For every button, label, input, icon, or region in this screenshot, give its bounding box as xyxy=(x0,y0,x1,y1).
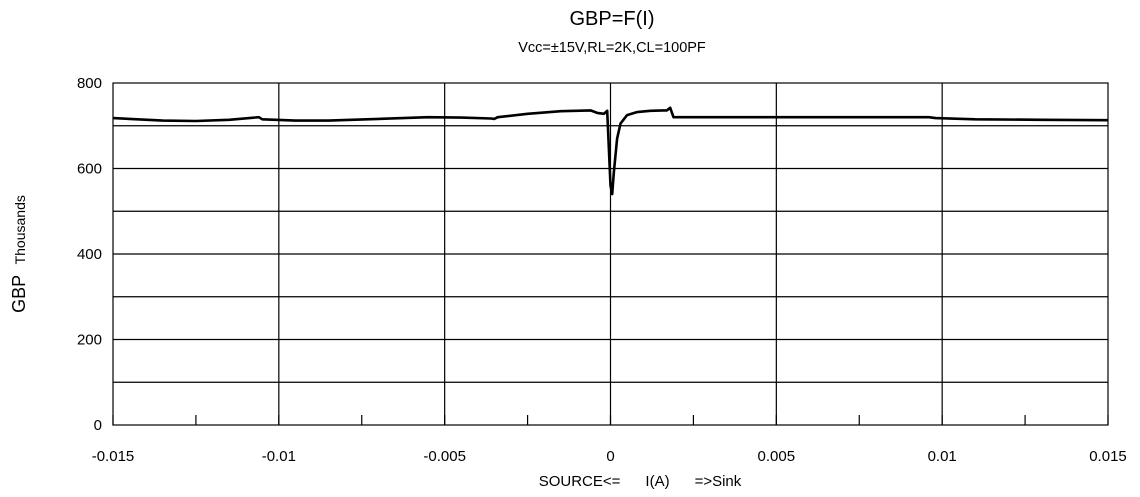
x-tick-label: 0.01 xyxy=(928,448,957,465)
y-tick-label: 400 xyxy=(77,246,102,263)
x-tick-label: 0 xyxy=(606,448,614,465)
x-axis-label: SOURCE<= I(A) =>Sink xyxy=(539,473,742,490)
y-tick-label: 200 xyxy=(77,332,102,349)
y-axis-label-unit: Thousands xyxy=(12,195,28,264)
y-axis-label-main: GBP xyxy=(9,275,29,313)
y-axis-label: GBP Thousands xyxy=(9,195,29,313)
y-tick-label: 600 xyxy=(77,161,102,178)
series-line xyxy=(112,106,1109,196)
grid xyxy=(113,83,1108,425)
svg-text:GBP Thousands: GBP Thousands xyxy=(9,195,29,313)
x-tick-label: -0.01 xyxy=(262,448,296,465)
chart-title: GBP=F(I) xyxy=(569,8,654,30)
x-tick-label: -0.005 xyxy=(423,448,466,465)
x-tick-label: 0.015 xyxy=(1089,448,1127,465)
y-ticks: 0 200 400 600 800 xyxy=(77,75,102,434)
y-tick-label: 800 xyxy=(77,75,102,92)
x-ticks: -0.015 -0.01 -0.005 0 0.005 0.01 0.015 xyxy=(92,415,1127,465)
x-tick-label: 0.005 xyxy=(758,448,796,465)
y-tick-label: 0 xyxy=(94,417,102,434)
chart-subtitle: Vcc=±15V,RL=2K,CL=100PF xyxy=(518,40,706,56)
x-tick-label: -0.015 xyxy=(92,448,135,465)
plot-frame xyxy=(112,82,1109,426)
